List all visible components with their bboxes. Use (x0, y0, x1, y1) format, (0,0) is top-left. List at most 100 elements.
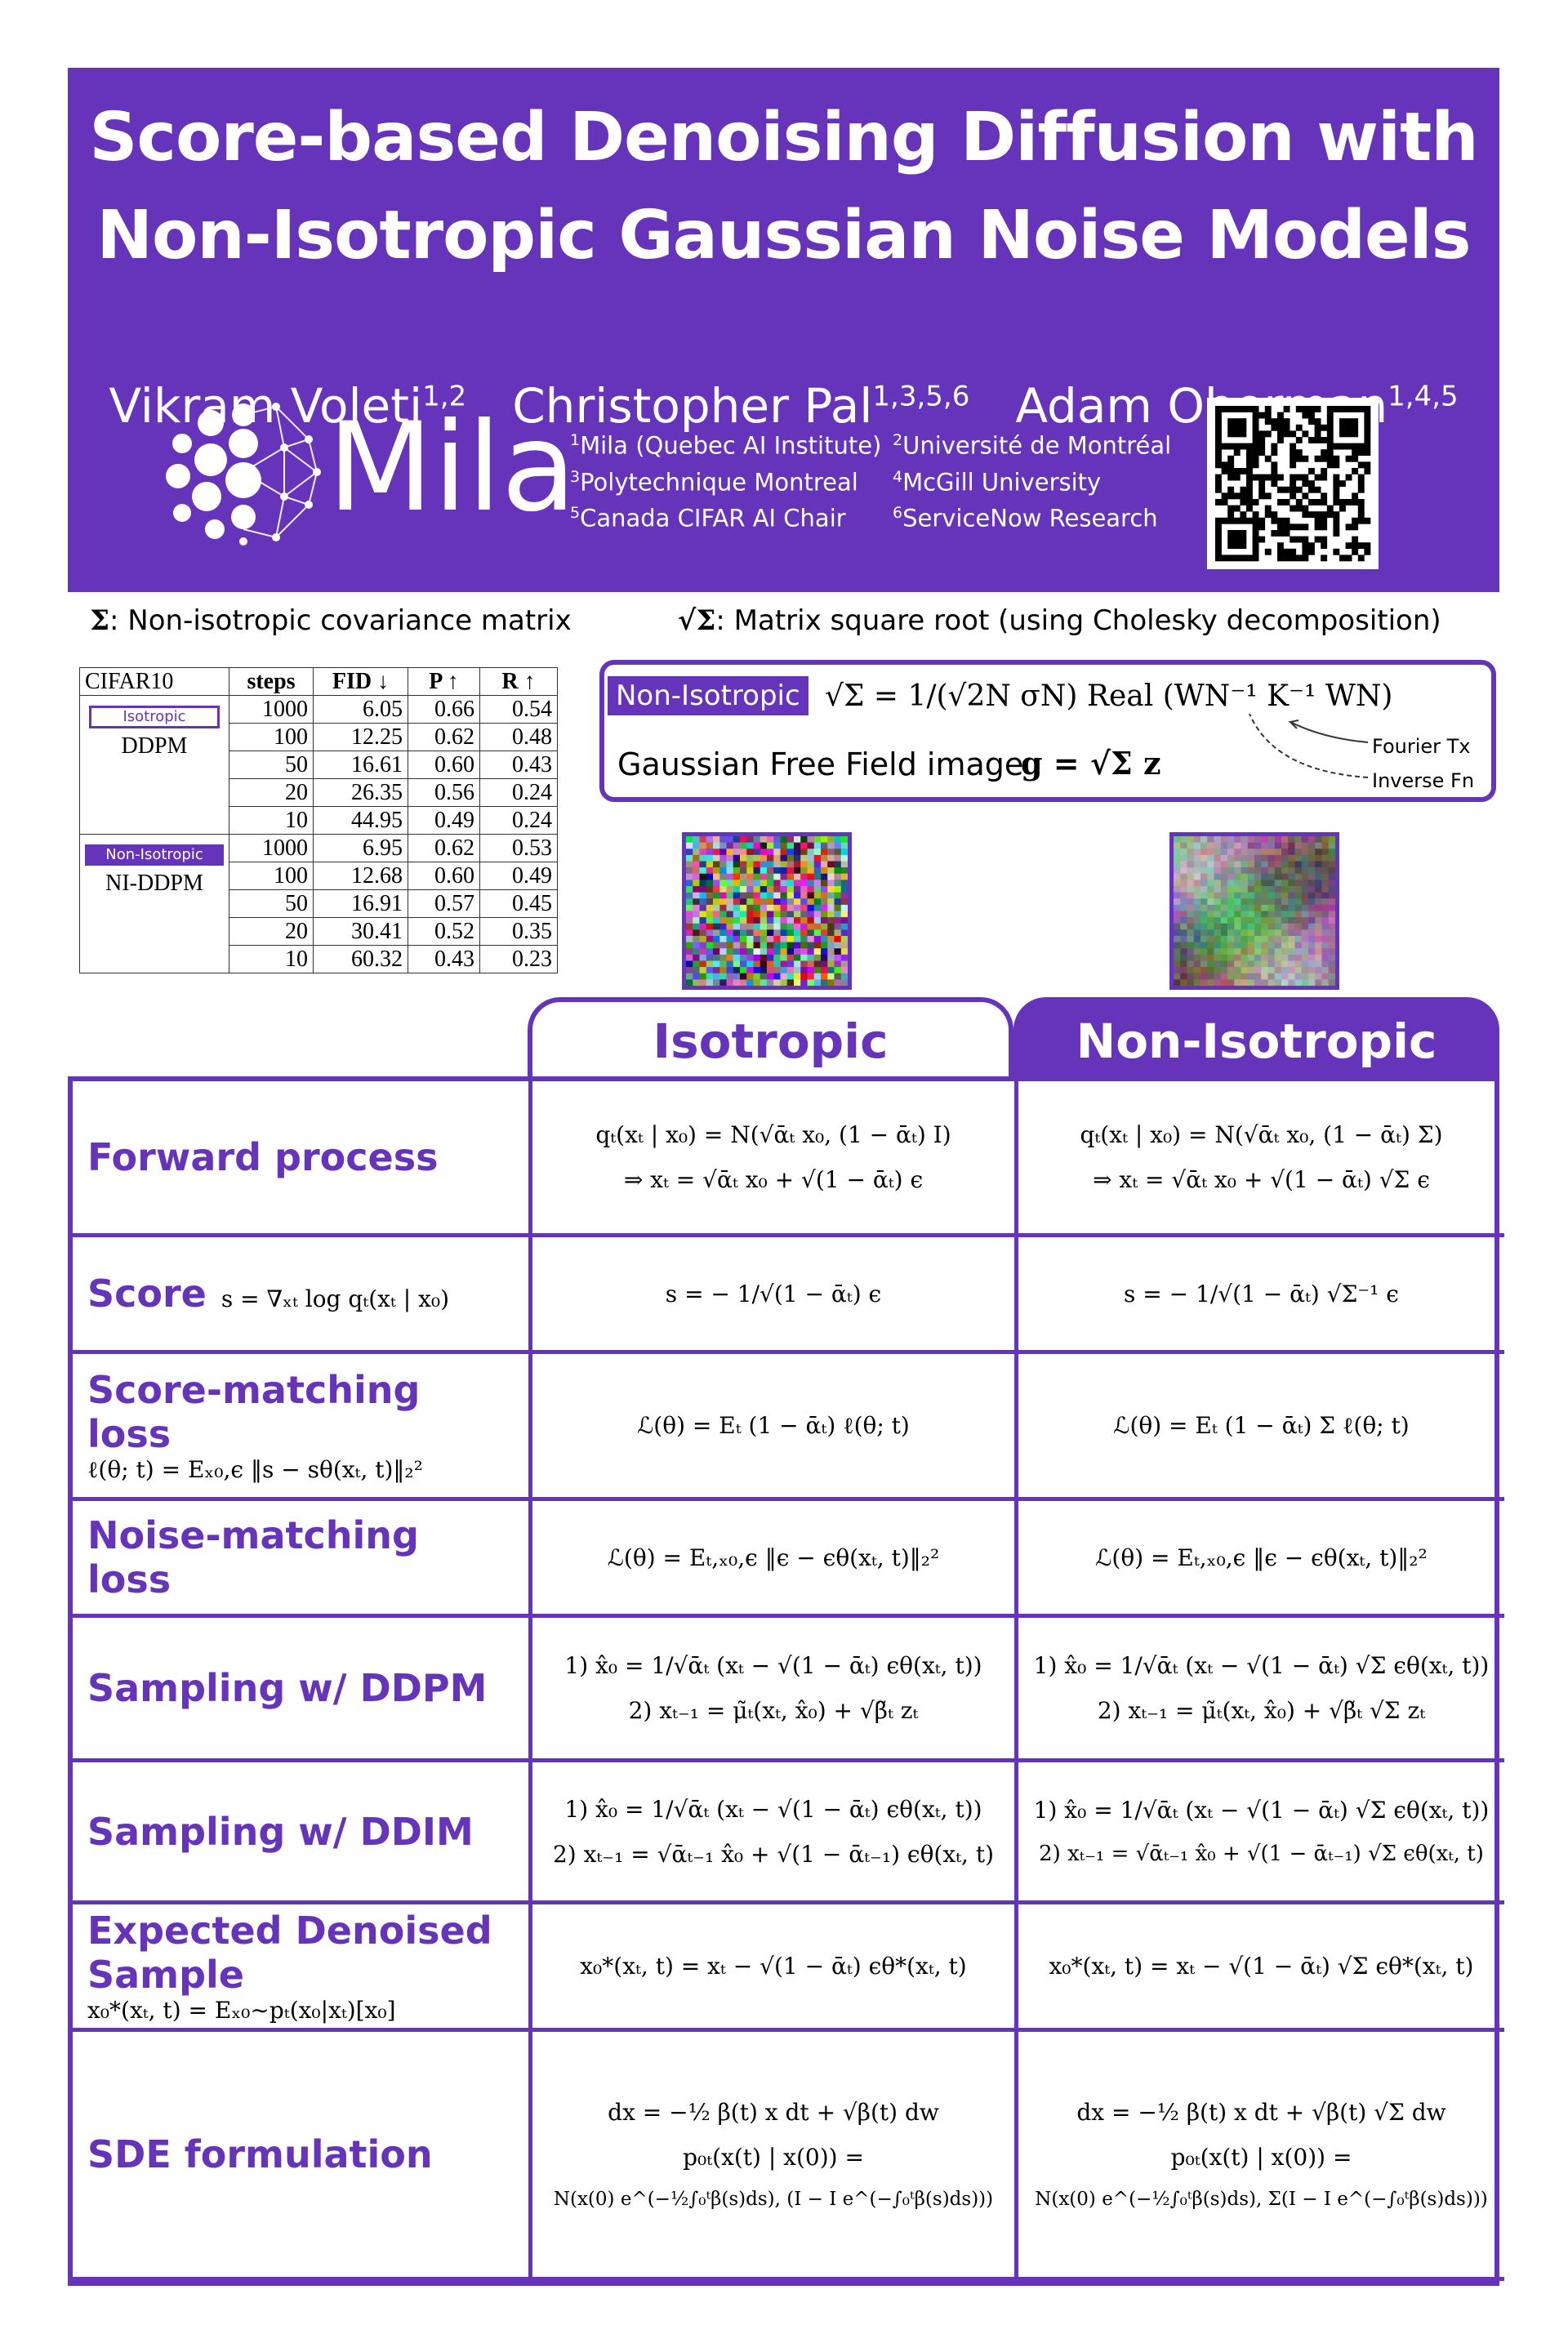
noise-pixel (1315, 842, 1322, 849)
qr-module (1352, 406, 1359, 412)
noise-pixel (786, 917, 795, 924)
noise-pixel (746, 892, 754, 899)
noise-pixel (1234, 867, 1241, 875)
noise-pixel (1247, 948, 1255, 956)
author-name: Christopher Pal (512, 378, 873, 434)
model-cell: Isotropic DDPM (79, 695, 229, 835)
noise-pixel (786, 867, 795, 875)
qr-module (1357, 511, 1365, 519)
noise-pixel (1174, 880, 1181, 887)
noise-pixel (719, 917, 727, 924)
noise-pixel (807, 923, 815, 930)
noise-pixel (686, 836, 693, 844)
formula-cell: ℒ(θ) = Eₜ,ₓ₀,ϵ ‖ϵ − ϵθ(xₜ, t)‖₂² (1018, 1501, 1504, 1618)
affiliation-name: Polytechnique Montreal (580, 468, 858, 497)
noise-pixel (1261, 842, 1268, 849)
qr-module (1352, 443, 1359, 450)
qr-module (1295, 555, 1303, 562)
noise-pixel (1308, 979, 1316, 986)
noise-pixel (1187, 979, 1195, 986)
noise-pixel (767, 880, 774, 887)
noise-pixel (746, 880, 754, 887)
noise-pixel (1174, 861, 1181, 868)
formula-line: 2) xₜ₋₁ = √ᾱₜ₋₁ x̂₀ + √(1 − ᾱₜ₋₁) √Σ ϵθ(… (1039, 1842, 1484, 1866)
noise-pixel (760, 854, 768, 862)
qr-module (1364, 443, 1371, 450)
noise-pixel (1254, 954, 1262, 961)
qr-module (1240, 418, 1247, 425)
noise-pixel (780, 911, 788, 918)
noise-pixel (726, 936, 734, 943)
noise-pixel (1328, 873, 1335, 880)
noise-pixel (1254, 979, 1262, 986)
results-table: CIFAR10 steps FID ↓ P ↑ R ↑ Isotropic DDPM 1000… (79, 667, 558, 973)
qr-module (1252, 461, 1259, 469)
noise-pixel (1200, 923, 1208, 930)
model-name: DDPM (121, 733, 188, 759)
table-cell: 20 (229, 778, 314, 807)
formula-cell: ℒ(θ) = Eₜ (1 − ᾱₜ) Σ ℓ(θ; t) (1018, 1354, 1504, 1501)
noise-pixel (1301, 867, 1309, 875)
label-text: Sampling w/ DDPM (87, 1666, 488, 1710)
noise-pixel (1220, 917, 1228, 924)
qr-module (1246, 492, 1253, 500)
noise-pixel (773, 942, 781, 949)
noise-pixel (800, 967, 808, 974)
noise-pixel (746, 917, 754, 924)
qr-module (1295, 523, 1303, 531)
authors: Vikram Voleti1,2 Christopher Pal1,3,5,6 Ad… (68, 378, 1499, 434)
noise-pixel (760, 898, 768, 906)
noise-pixel (773, 886, 781, 893)
noise-pixel (1301, 917, 1309, 924)
noise-pixel (1288, 942, 1295, 949)
noise-pixel (713, 936, 720, 943)
affiliation-number: 1 (570, 431, 581, 449)
noise-pixel (780, 979, 788, 986)
noise-pixel (807, 954, 815, 961)
noise-pixel (786, 880, 795, 887)
noise-pixel (1254, 849, 1262, 856)
noise-pixel (786, 854, 795, 862)
noise-pixel (773, 954, 781, 961)
noise-pixel (794, 873, 801, 880)
qr-module (1314, 455, 1321, 462)
qr-module (1215, 530, 1222, 537)
noise-pixel (760, 849, 768, 856)
noise-pixel (1308, 917, 1316, 924)
noise-pixel (821, 923, 828, 930)
noise-pixel (840, 954, 848, 961)
noise-pixel (719, 842, 727, 849)
qr-module (1227, 530, 1235, 537)
noise-pixel (821, 904, 828, 911)
noise-pixel (1207, 861, 1214, 868)
noise-pixel (1261, 898, 1268, 906)
noise-pixel (840, 842, 848, 849)
table-cell: 50 (229, 889, 314, 918)
noise-pixel (813, 979, 822, 986)
label-definition: ℓ(θ; t) = Eₓ₀,ϵ ‖s − sθ(xₜ, t)‖₂² (87, 1455, 423, 1483)
table-cell: 6.95 (313, 834, 408, 862)
noise-pixel (686, 973, 693, 980)
table-cell: 0.48 (479, 723, 558, 751)
qr-module (1345, 455, 1352, 462)
noise-pixel (1187, 898, 1195, 906)
formula-cell: qₜ(xₜ | x₀) = N(√ᾱₜ x₀, (1 − ᾱₜ) Σ) ⇒ xₜ … (1018, 1081, 1504, 1237)
noise-pixel (760, 973, 768, 980)
formula-line: ⇒ xₜ = √ᾱₜ x₀ + √(1 − ᾱₜ) ϵ (623, 1166, 924, 1193)
noise-pixel (1200, 898, 1208, 906)
noise-pixel (726, 904, 734, 911)
table-cell: 6.05 (313, 695, 408, 724)
qr-module (1339, 443, 1346, 450)
noise-pixel (719, 898, 727, 906)
noise-pixel (1315, 942, 1322, 949)
noise-pixel (753, 954, 761, 961)
noise-pixel (686, 967, 693, 974)
qr-module (1295, 455, 1303, 462)
noise-pixel (1200, 892, 1208, 899)
qr-module (1333, 443, 1340, 450)
noise-pixel (1308, 973, 1316, 980)
qr-module (1326, 455, 1334, 462)
noise-pixel (1301, 948, 1309, 956)
qr-module (1314, 511, 1321, 519)
noise-pixel (794, 880, 801, 887)
